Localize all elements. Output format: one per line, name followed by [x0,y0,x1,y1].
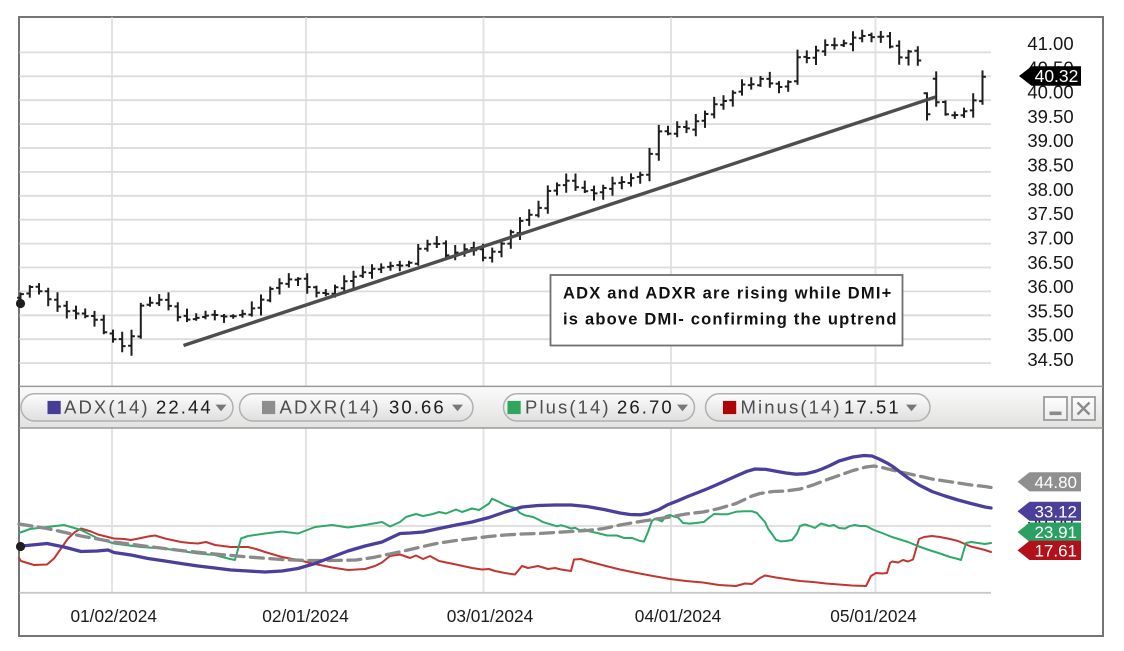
svg-text:ADXR(14): ADXR(14) [280,397,381,418]
svg-text:44.80: 44.80 [1034,473,1077,492]
svg-text:is above DMI- confirming the u: is above DMI- confirming the uptrend [563,310,898,328]
svg-text:05/01/2024: 05/01/2024 [830,606,917,626]
svg-text:30.66: 30.66 [389,397,446,418]
svg-text:40.00: 40.00 [1027,82,1073,103]
svg-text:38.50: 38.50 [1027,155,1073,176]
svg-text:01/02/2024: 01/02/2024 [70,606,157,626]
svg-text:Plus(14): Plus(14) [525,397,611,418]
svg-text:02/01/2024: 02/01/2024 [262,606,349,626]
svg-text:04/01/2024: 04/01/2024 [635,606,722,626]
svg-text:37.50: 37.50 [1027,203,1073,224]
svg-text:22.44: 22.44 [156,397,213,418]
svg-text:ADX and ADXR are rising while: ADX and ADXR are rising while DMI+ [563,284,892,302]
svg-text:33.12: 33.12 [1034,502,1077,521]
svg-text:23.91: 23.91 [1034,523,1077,542]
svg-text:37.00: 37.00 [1027,228,1073,249]
svg-text:17.61: 17.61 [1034,541,1077,560]
svg-text:03/01/2024: 03/01/2024 [447,606,534,626]
svg-text:ADX(14): ADX(14) [64,397,150,418]
svg-text:35.50: 35.50 [1027,300,1073,321]
svg-text:35.00: 35.00 [1027,325,1073,346]
svg-text:36.50: 36.50 [1027,252,1073,273]
svg-text:39.50: 39.50 [1027,106,1073,127]
svg-text:38.00: 38.00 [1027,179,1073,200]
svg-text:26.70: 26.70 [617,397,674,418]
svg-text:36.00: 36.00 [1027,276,1073,297]
svg-text:39.00: 39.00 [1027,130,1073,151]
svg-text:Minus(14): Minus(14) [741,397,842,418]
svg-text:41.00: 41.00 [1027,33,1073,54]
svg-text:34.50: 34.50 [1027,349,1073,370]
svg-text:40.32: 40.32 [1035,66,1079,86]
svg-text:17.51: 17.51 [844,397,901,418]
